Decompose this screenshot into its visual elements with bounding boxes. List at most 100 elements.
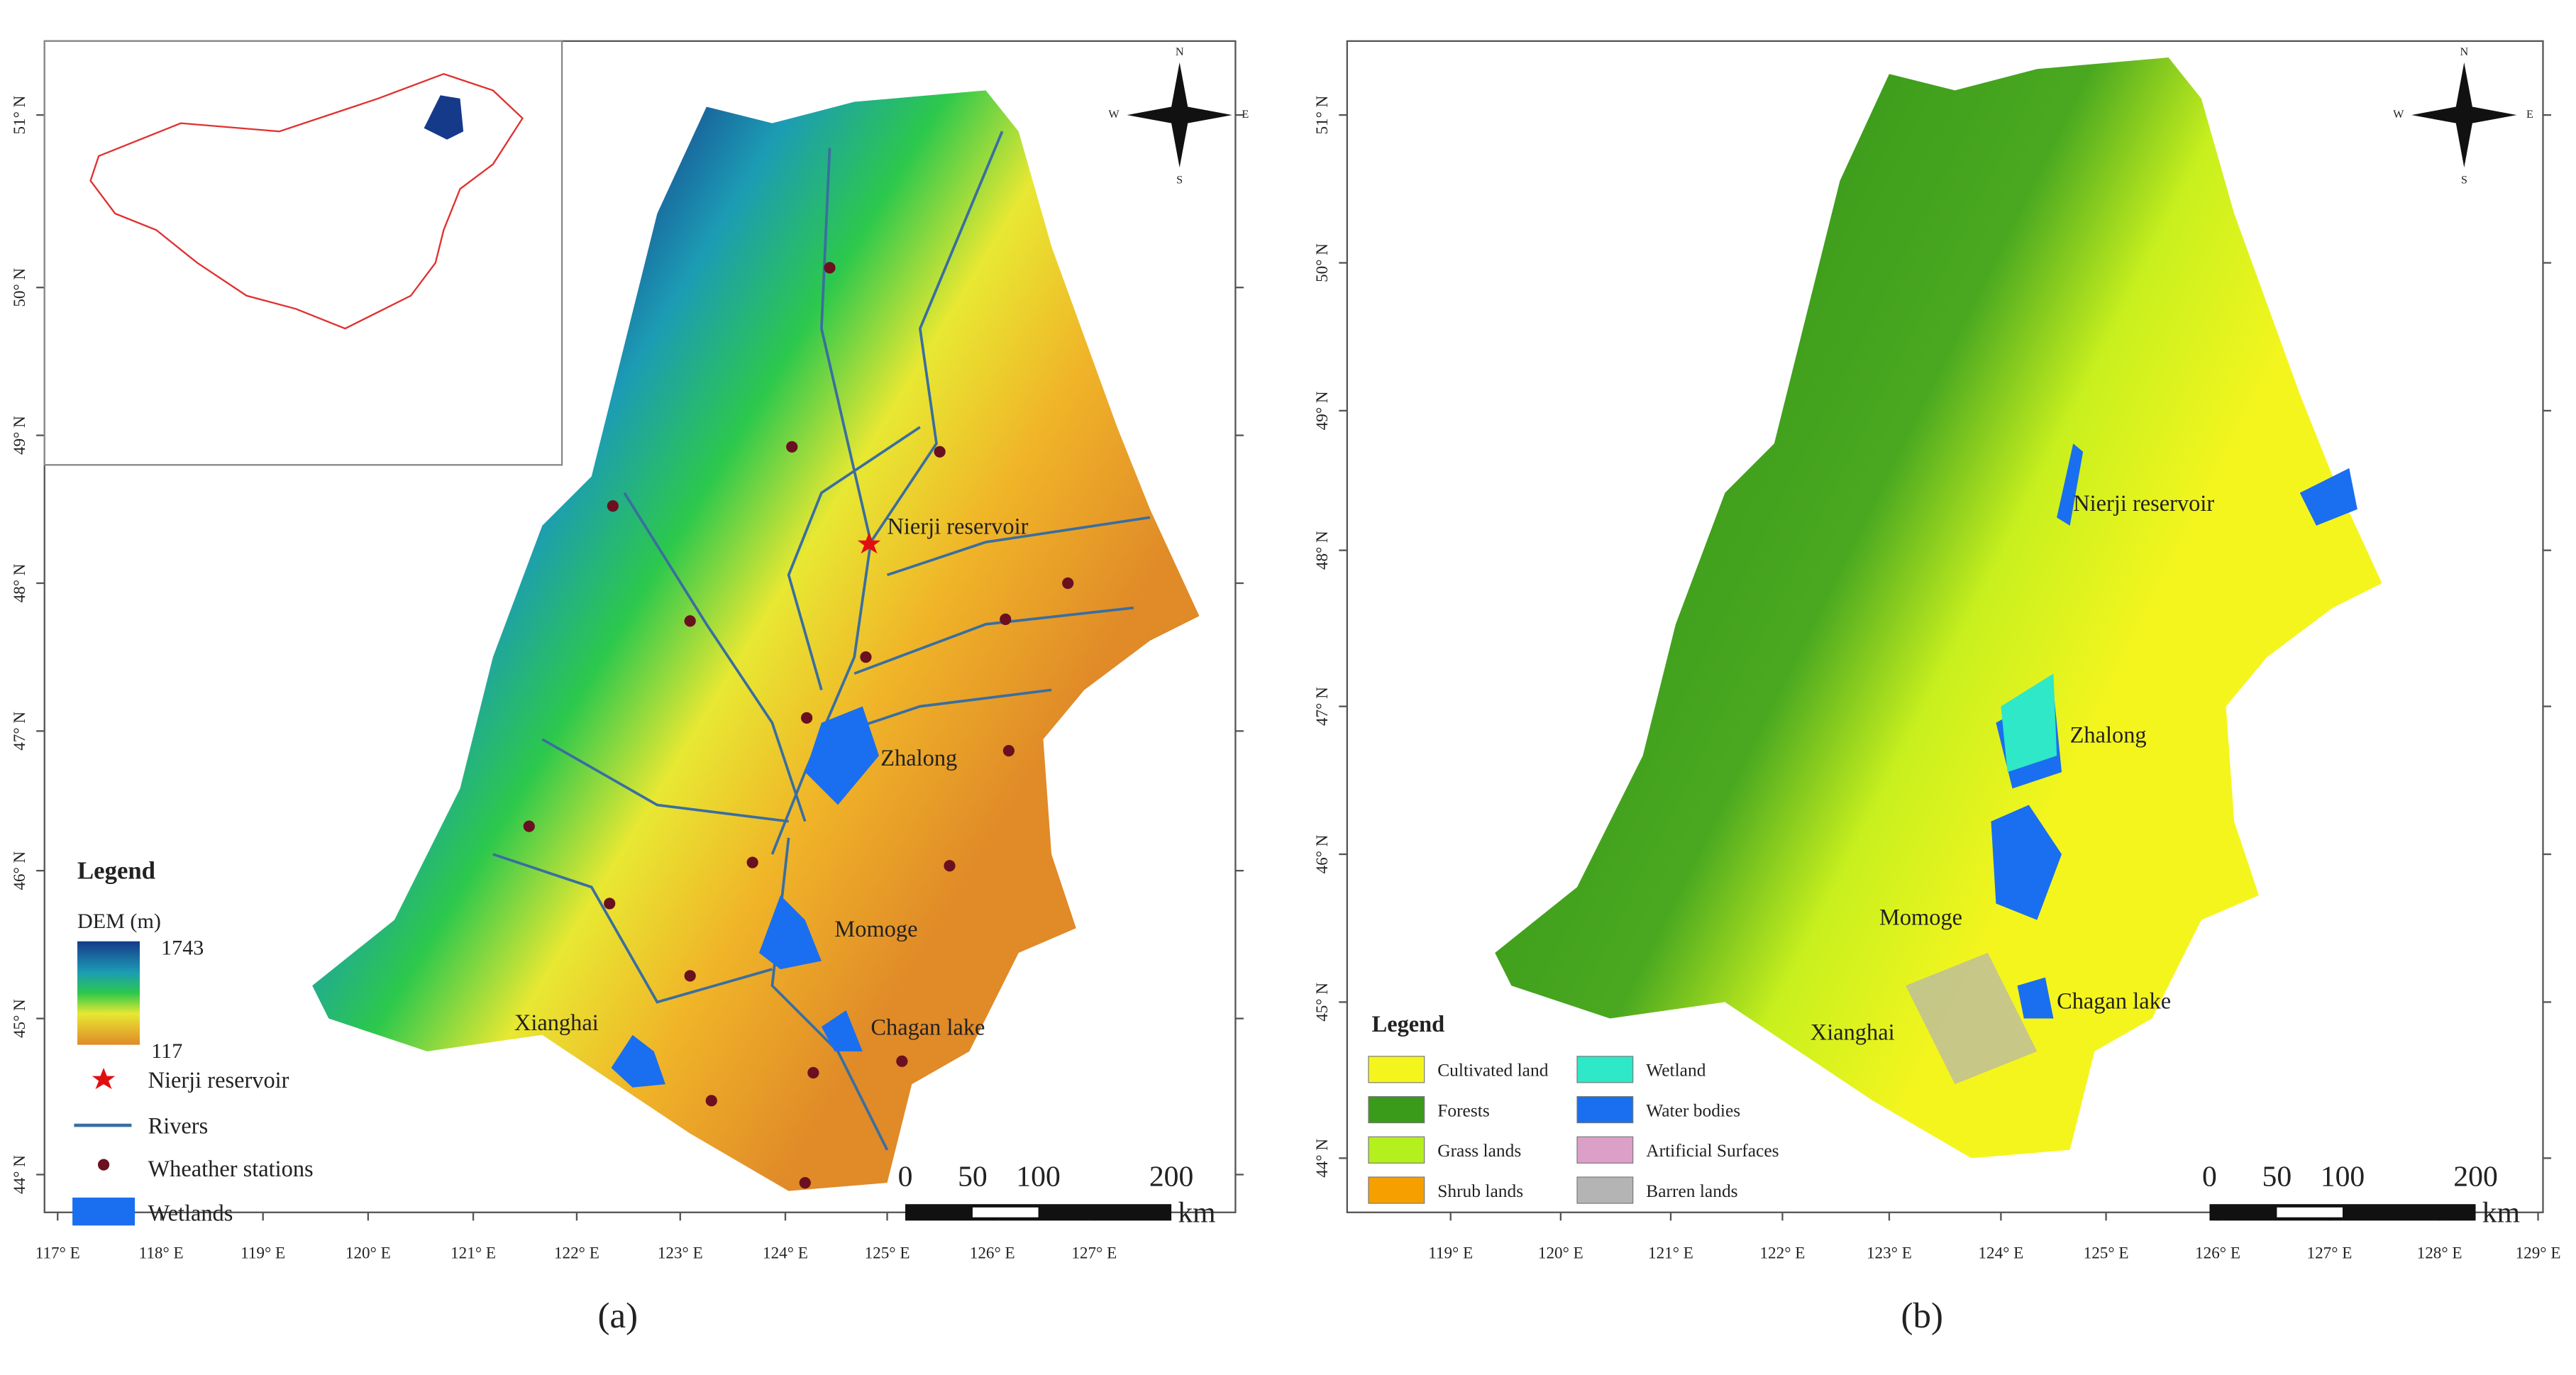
x-tick-label: 119° E (241, 1244, 285, 1263)
y-tick-label: 51° N (1313, 95, 1332, 134)
wetland (611, 1034, 665, 1088)
dem-max: 1743 (161, 935, 204, 959)
weather-station (860, 651, 872, 663)
y-tick-label: 46° N (1313, 834, 1332, 873)
place-name: Momoge (1879, 905, 1962, 931)
panel-caption: (a) (598, 1296, 639, 1336)
y-tick-label: 49° N (1313, 391, 1332, 430)
y-tick-label: 48° N (11, 563, 29, 602)
legend-label: Wheather stations (148, 1156, 314, 1182)
map-panel: 117° E 118° E 119° E 120° E 121° E 122° E 123°… (11, 40, 1249, 1336)
barren-area (1906, 952, 2038, 1085)
river (770, 148, 873, 855)
reservoir-star (857, 532, 881, 554)
x-tick-label: 125° E (865, 1244, 910, 1263)
water-body (2299, 468, 2357, 526)
weather-station (799, 1176, 811, 1189)
wetland (821, 1010, 863, 1051)
y-tick-label: 45° N (1313, 983, 1332, 1022)
scale-label: 0 (898, 1161, 913, 1193)
compass-label: E (2526, 108, 2533, 121)
y-tick-label: 49° N (11, 416, 29, 455)
y-tick-label: 44° N (11, 1155, 29, 1194)
weather-station (684, 970, 696, 982)
compass-label: S (1176, 173, 1183, 186)
y-tick-label: 47° N (11, 712, 29, 751)
water-body (1991, 805, 2062, 920)
weather-station (934, 446, 946, 458)
place-name: Nierji reservoir (2073, 491, 2214, 517)
compass-label: W (2393, 108, 2404, 121)
basin-area (1495, 57, 2382, 1159)
compass-label: N (2460, 45, 2468, 58)
x-tick-label: 121° E (450, 1244, 496, 1263)
legend-label: Wetlands (148, 1200, 233, 1226)
weather-station (607, 500, 619, 512)
legend-title: Legend (1372, 1012, 1445, 1037)
legend-swatch (1576, 1176, 1634, 1204)
legend-swatch (1368, 1136, 1425, 1164)
weather-station (746, 856, 758, 868)
scale-label: 100 (2321, 1161, 2365, 1193)
compass-label: N (1176, 45, 1184, 58)
river (541, 738, 789, 823)
place-name: Xianghai (514, 1010, 599, 1036)
river (787, 426, 921, 690)
x-tick-label: 128° E (2417, 1244, 2462, 1263)
x-tick-label: 119° E (1428, 1244, 1473, 1263)
y-tick-label: 50° N (11, 267, 29, 307)
legend-label: Barren lands (1646, 1181, 1737, 1201)
legend-label: Grass lands (1437, 1140, 1521, 1161)
y-tick-label: 46° N (11, 851, 29, 890)
compass-label: W (1108, 108, 1120, 121)
weather-station (1000, 613, 1012, 626)
place-name: Momoge (834, 917, 917, 942)
river (623, 492, 807, 822)
legend-swatch (1368, 1176, 1425, 1204)
weather-station (604, 898, 616, 910)
river (869, 131, 1004, 543)
dem-min: 117 (151, 1039, 182, 1063)
legend-swatch (1576, 1136, 1634, 1164)
weather-station (896, 1055, 908, 1067)
legend-label: Cultivated land (1437, 1060, 1548, 1081)
inset-map (43, 40, 563, 466)
x-tick-label: 122° E (1759, 1244, 1805, 1263)
x-tick-label: 126° E (970, 1244, 1015, 1263)
weather-station (1002, 745, 1015, 757)
legend-symbol (92, 1068, 116, 1090)
weather-station (807, 1066, 819, 1079)
scale-unit: km (2482, 1197, 2520, 1230)
panel-caption: (b) (1901, 1296, 1943, 1336)
legend-label: Forests (1437, 1100, 1490, 1120)
x-tick-label: 129° E (2516, 1244, 2561, 1263)
x-tick-label: 126° E (2195, 1244, 2240, 1263)
scale-unit: km (1178, 1197, 1215, 1230)
weather-station (800, 712, 813, 724)
basin-area (312, 90, 1200, 1191)
legend-label: Nierji reservoir (148, 1068, 289, 1093)
place-name: Zhalong (2070, 723, 2147, 749)
legend-symbol (97, 1159, 110, 1171)
compass-rose (1127, 62, 1232, 168)
legend-swatch (1576, 1056, 1634, 1083)
legend-subtitle: DEM (m) (77, 909, 161, 933)
legend-label: Rivers (148, 1114, 209, 1139)
place-name: Zhalong (880, 746, 957, 771)
river (853, 606, 1134, 675)
y-tick-label: 48° N (1313, 531, 1332, 570)
weather-station (1062, 577, 1074, 590)
legend-swatch (1368, 1056, 1425, 1083)
compass-rose (2411, 62, 2517, 168)
x-tick-label: 124° E (1978, 1244, 2023, 1263)
y-tick-label: 47° N (1313, 687, 1332, 726)
x-tick-label: 120° E (1538, 1244, 1583, 1263)
dem-ramp (77, 941, 140, 1045)
y-tick-label: 50° N (1313, 243, 1332, 282)
river (886, 516, 1151, 577)
y-tick-label: 45° N (11, 999, 29, 1038)
place-name: Chagan lake (2057, 989, 2171, 1015)
legend-label: Wetland (1646, 1060, 1706, 1081)
